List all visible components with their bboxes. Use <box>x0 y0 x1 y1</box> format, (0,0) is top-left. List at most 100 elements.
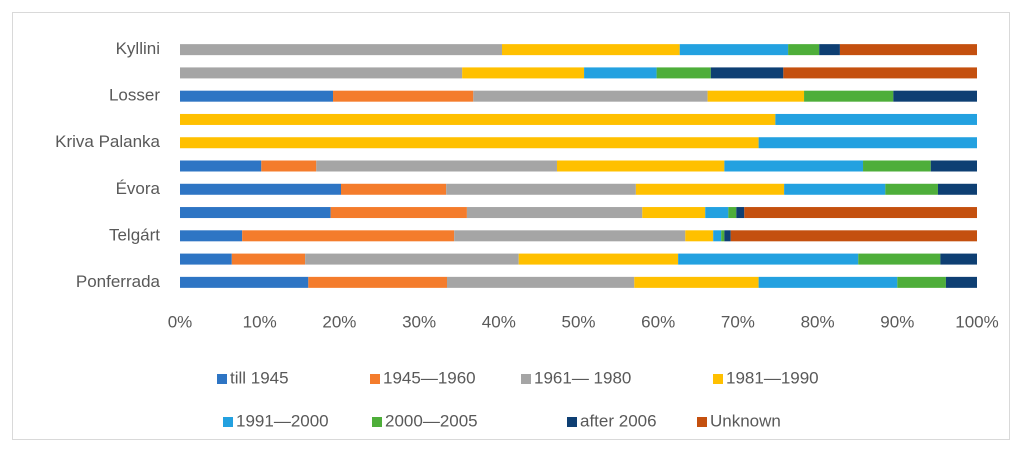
bar-segment <box>788 44 820 56</box>
bar-segment <box>584 67 657 79</box>
x-tick-label: 10% <box>243 312 277 331</box>
bar-segment <box>180 137 759 149</box>
x-tick-label: 0% <box>168 312 193 331</box>
legend-label: 2000—2005 <box>385 411 478 430</box>
y-tick-label: Ponferrada <box>76 272 161 291</box>
legend-label: till 1945 <box>230 368 289 387</box>
legend-label: Unknown <box>710 411 781 430</box>
bar-segment <box>556 160 725 172</box>
bar-segment <box>784 183 886 195</box>
legend-swatch <box>567 417 577 427</box>
x-tick-label: 60% <box>641 312 675 331</box>
bar-segment <box>180 276 309 288</box>
bar-segment <box>446 276 635 288</box>
y-tick-label: Losser <box>109 86 160 105</box>
y-tick-label: Évora <box>116 179 161 198</box>
chart-border <box>12 12 1010 440</box>
bar-segment <box>724 160 864 172</box>
bar-segment <box>473 90 708 102</box>
bar-segment <box>316 160 557 172</box>
bar-segment <box>775 113 977 125</box>
bar-segment <box>707 90 805 102</box>
bar-segment <box>180 67 463 79</box>
bar-segment <box>305 253 519 265</box>
bar-segment <box>937 183 977 195</box>
bar-segment <box>819 44 840 56</box>
legend-label: 1961— 1980 <box>534 368 631 387</box>
x-tick-label: 20% <box>322 312 356 331</box>
bar-segment <box>744 207 977 219</box>
bar-segment <box>728 207 737 219</box>
bar-segment <box>705 207 729 219</box>
bar-segment <box>930 160 977 172</box>
x-tick-label: 70% <box>721 312 755 331</box>
bar-segment <box>783 67 977 79</box>
y-tick-label: Kriva Palanka <box>55 132 160 151</box>
legend-label: after 2006 <box>580 411 657 430</box>
y-tick-label: Kyllini <box>116 39 160 58</box>
bar-segment <box>758 137 977 149</box>
bar-segment <box>858 253 941 265</box>
bar-segment <box>897 276 946 288</box>
bar-segment <box>330 207 467 219</box>
bar-segment <box>180 253 232 265</box>
bar-segment <box>446 183 636 195</box>
legend-label: 1945—1960 <box>383 368 476 387</box>
bar-segment <box>501 44 680 56</box>
bar-segment <box>180 113 776 125</box>
bar-segment <box>736 207 745 219</box>
x-tick-label: 100% <box>955 312 998 331</box>
bar-segment <box>261 160 317 172</box>
bar-segment <box>730 230 977 242</box>
bar-segment <box>333 90 474 102</box>
bar-segment <box>713 230 722 242</box>
bar-segment <box>945 276 977 288</box>
bar-segment <box>678 253 859 265</box>
bar-segment <box>724 230 731 242</box>
bar-segment <box>635 183 785 195</box>
bar-segment <box>885 183 938 195</box>
x-tick-label: 30% <box>402 312 436 331</box>
bar-segment <box>710 67 784 79</box>
x-tick-label: 90% <box>880 312 914 331</box>
bar-segment <box>679 44 789 56</box>
x-tick-label: 40% <box>482 312 516 331</box>
legend-swatch <box>223 417 233 427</box>
legend-swatch <box>697 417 707 427</box>
bar-segment <box>462 67 585 79</box>
bar-segment <box>804 90 894 102</box>
bar-segment <box>308 276 447 288</box>
bar-segment <box>642 207 706 219</box>
bar-segment <box>180 183 341 195</box>
bar-segment <box>758 276 898 288</box>
bar-segment <box>863 160 931 172</box>
bar-segment <box>518 253 679 265</box>
y-tick-label: Telgárt <box>109 225 160 244</box>
bar-segment <box>180 44 502 56</box>
bar-segment <box>180 230 243 242</box>
legend-swatch <box>372 417 382 427</box>
bar-segment <box>242 230 455 242</box>
bar-segment <box>180 207 331 219</box>
bar-segment <box>454 230 686 242</box>
bar-segment <box>721 230 725 242</box>
bar-segment <box>839 44 977 56</box>
bar-segment <box>656 67 711 79</box>
legend-swatch <box>521 374 531 384</box>
x-tick-label: 50% <box>561 312 595 331</box>
bar-segment <box>685 230 714 242</box>
bar-segment <box>180 160 262 172</box>
legend-label: 1991—2000 <box>236 411 329 430</box>
bar-segment <box>940 253 977 265</box>
bar-segment <box>466 207 643 219</box>
bar-segment <box>231 253 306 265</box>
legend-label: 1981—1990 <box>726 368 819 387</box>
legend-swatch <box>217 374 227 384</box>
bar-segment <box>340 183 447 195</box>
bar-segment <box>180 90 334 102</box>
legend-swatch <box>713 374 723 384</box>
legend-swatch <box>370 374 380 384</box>
bar-segment <box>893 90 977 102</box>
x-tick-label: 80% <box>801 312 835 331</box>
